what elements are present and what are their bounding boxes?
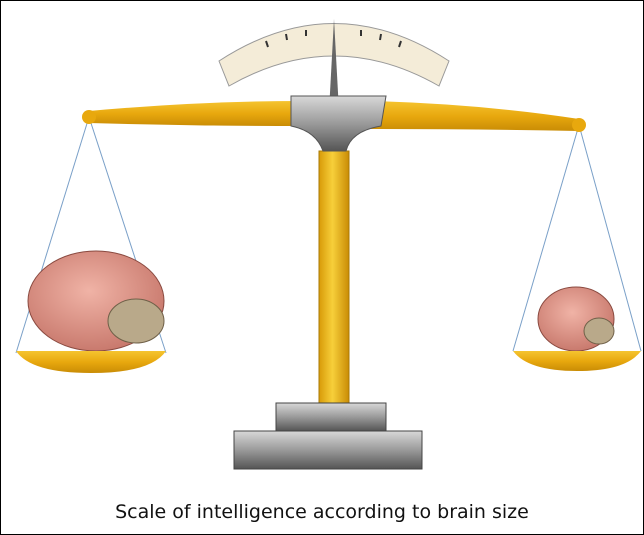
pan-left [16,351,166,373]
base-bottom [234,431,422,469]
base-top [276,403,386,431]
beam-left [89,101,301,126]
beam-right [371,101,579,131]
center-block [291,96,386,151]
pivot [572,118,586,132]
pivot [82,110,96,124]
cerebellum [108,299,164,343]
figure: Scale of intelligence according to brain… [0,0,644,535]
cerebellum [584,318,614,344]
scale-illustration [1,1,643,496]
caption: Scale of intelligence according to brain… [1,501,643,523]
post [319,151,349,406]
pan-right [513,351,641,371]
